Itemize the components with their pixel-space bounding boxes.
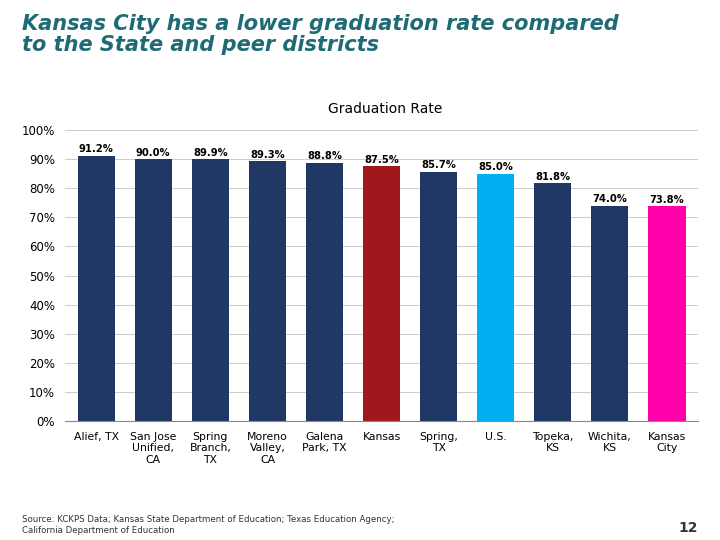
- Bar: [306, 163, 343, 421]
- Text: 89.9%: 89.9%: [193, 148, 228, 158]
- Text: 85.0%: 85.0%: [478, 162, 513, 172]
- Text: 85.7%: 85.7%: [421, 160, 456, 170]
- Text: 73.8%: 73.8%: [649, 195, 685, 205]
- Bar: [477, 174, 514, 421]
- Bar: [649, 206, 685, 421]
- Bar: [192, 159, 229, 421]
- Bar: [591, 206, 629, 421]
- Bar: [420, 172, 457, 421]
- Bar: [249, 161, 286, 421]
- Text: 81.8%: 81.8%: [535, 172, 570, 181]
- Text: to the State and peer districts: to the State and peer districts: [22, 35, 379, 55]
- Bar: [135, 159, 172, 421]
- Bar: [78, 156, 114, 421]
- Text: Graduation Rate: Graduation Rate: [328, 102, 442, 116]
- Text: 88.8%: 88.8%: [307, 151, 342, 161]
- Text: 91.2%: 91.2%: [78, 144, 114, 154]
- Bar: [534, 183, 572, 421]
- Text: Kansas City has a lower graduation rate compared: Kansas City has a lower graduation rate …: [22, 14, 618, 33]
- Text: 74.0%: 74.0%: [593, 194, 627, 204]
- Bar: [363, 166, 400, 421]
- Text: 12: 12: [679, 521, 698, 535]
- Text: 89.3%: 89.3%: [250, 150, 285, 160]
- Text: 87.5%: 87.5%: [364, 155, 399, 165]
- Text: Source: KCKPS Data; Kansas State Department of Education; Texas Education Agency: Source: KCKPS Data; Kansas State Departm…: [22, 515, 394, 535]
- Text: 90.0%: 90.0%: [136, 147, 171, 158]
